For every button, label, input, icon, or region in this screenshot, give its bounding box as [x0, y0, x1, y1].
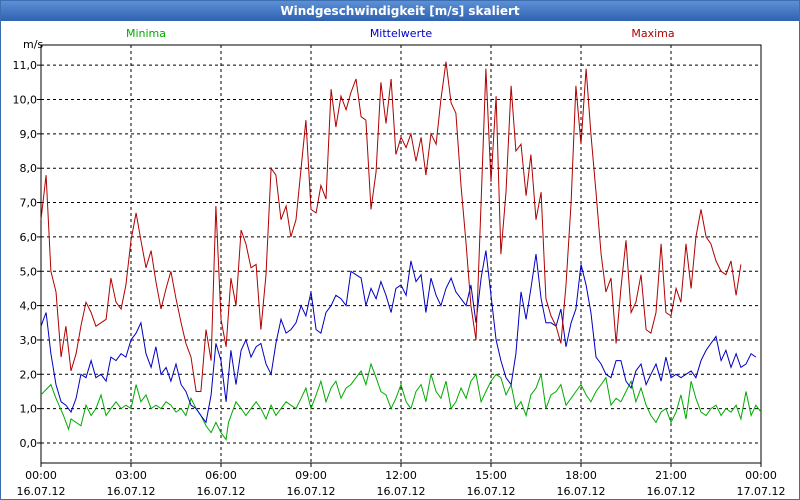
x-tick-time: 21:00 [655, 469, 687, 482]
x-tick-date: 16.07.12 [377, 485, 426, 498]
legend-maxima: Maxima [631, 27, 674, 40]
y-axis-label: m/s [23, 38, 43, 51]
x-tick-time: 09:00 [295, 469, 327, 482]
y-tick-label: 3,0 [20, 334, 38, 347]
mittelwerte-line [40, 250, 757, 424]
y-tick-label: 0,0 [20, 437, 38, 450]
axes: 0,0 1,0 2,0 3,0 4,0 5,0 6,0 7,0 8,0 9,0 10,0 11,0 00… [13, 44, 786, 498]
x-tick-date: 16.07.12 [647, 485, 696, 498]
minima-line [40, 362, 762, 441]
x-tick-date: 16.07.12 [557, 485, 606, 498]
y-tick-label: 10,0 [13, 94, 38, 107]
maxima-line [40, 61, 742, 392]
x-tick-time: 18:00 [565, 469, 597, 482]
window-title: Windgeschwindigkeit [m/s] skaliert [1, 1, 799, 21]
x-tick-time: 06:00 [205, 469, 237, 482]
x-tick-date: 16.07.12 [287, 485, 336, 498]
series-lines [40, 61, 762, 441]
x-tick-date: 17.07.12 [737, 485, 786, 498]
x-tick-time: 03:00 [115, 469, 147, 482]
chart-area: m/s Minima Mittelwerte Maxima 0,0 1,0 2,0 3… [13, 27, 786, 498]
y-tick-label: 1,0 [20, 403, 38, 416]
x-tick-time: 00:00 [745, 469, 777, 482]
y-tick-label: 6,0 [20, 231, 38, 244]
legend-mittelwerte: Mittelwerte [370, 27, 433, 40]
y-tick-label: 4,0 [20, 300, 38, 313]
x-tick-time: 00:00 [25, 469, 57, 482]
x-tick-date: 16.07.12 [467, 485, 516, 498]
y-tick-label: 7,0 [20, 197, 38, 210]
x-tick-time: 12:00 [385, 469, 417, 482]
y-tick-label: 5,0 [20, 265, 38, 278]
x-tick-date: 16.07.12 [197, 485, 246, 498]
x-tick-date: 16.07.12 [107, 485, 156, 498]
grid [41, 45, 761, 463]
x-tick-date: 16.07.12 [17, 485, 66, 498]
legend-minima: Minima [126, 27, 166, 40]
y-tick-label: 11,0 [13, 59, 38, 72]
x-tick-time: 15:00 [475, 469, 507, 482]
y-tick-label: 8,0 [20, 162, 38, 175]
y-tick-label: 2,0 [20, 368, 38, 381]
y-tick-label: 9,0 [20, 128, 38, 141]
